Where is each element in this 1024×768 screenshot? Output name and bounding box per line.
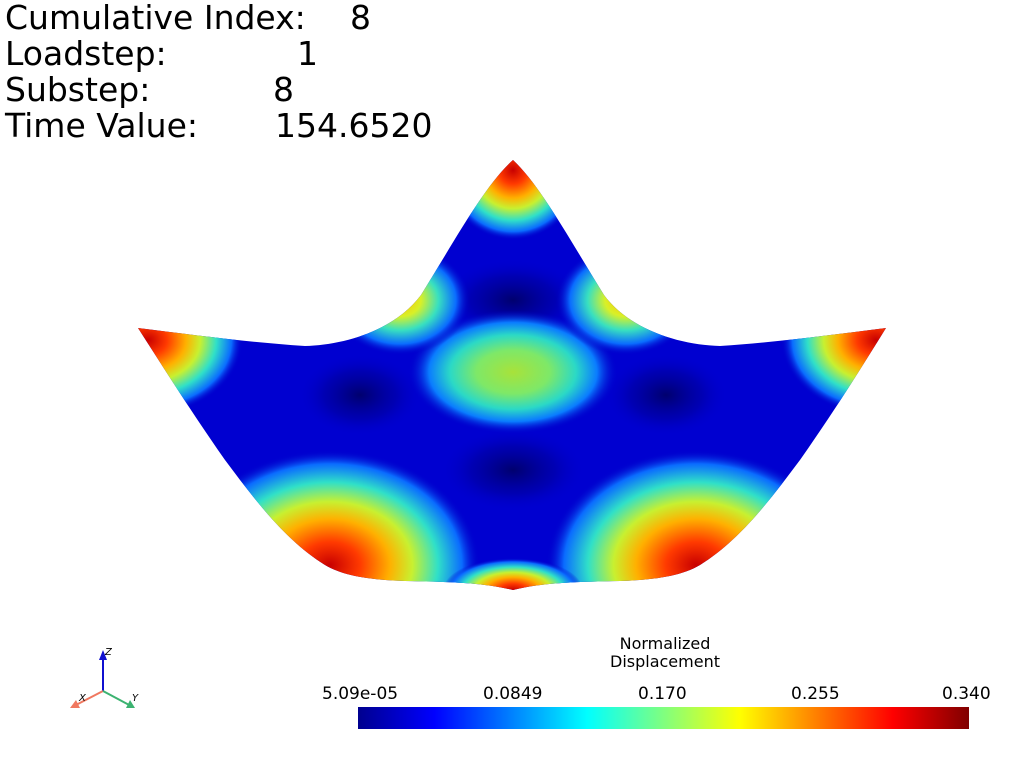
- low-band: [606, 355, 726, 435]
- bottom-center-hotspot: [443, 558, 583, 590]
- top-peak-hotspot: [443, 160, 583, 240]
- cumulative-index-label: Cumulative Index:: [5, 0, 306, 37]
- loadstep-label: Loadstep:: [5, 34, 167, 73]
- colorbar-tick-label: 0.340: [942, 684, 991, 704]
- bottom-left-hotspot: [180, 450, 480, 590]
- z-axis-label: Z: [104, 647, 113, 658]
- y-axis-label: Y: [132, 693, 139, 704]
- substep-label: Substep:: [5, 70, 151, 109]
- low-band: [300, 355, 420, 435]
- z-axis-arrow: [99, 650, 107, 660]
- low-band: [443, 430, 583, 510]
- colorbar-tick-label: 0.0849: [483, 684, 543, 704]
- colorbar: [358, 707, 969, 729]
- center-hotspot: [408, 310, 618, 434]
- right-corner-hotspot: [781, 265, 886, 415]
- colorbar-tick-label: 0.255: [791, 684, 840, 704]
- cumulative-index-value: 8: [350, 0, 371, 37]
- time-value-value: 154.6520: [275, 106, 433, 145]
- x-axis-label: X: [78, 693, 87, 704]
- displacement-surface: [138, 160, 886, 590]
- left-corner-hotspot: [138, 265, 243, 415]
- x-axis-line: [73, 690, 104, 707]
- orientation-axes-widget: Z X Y: [70, 647, 139, 708]
- x-axis-arrow: [70, 700, 80, 708]
- top-right-hotspot: [556, 245, 696, 355]
- colorbar-title-line2: Displacement: [610, 652, 720, 671]
- loadstep-value: 1: [297, 34, 318, 73]
- colorbar-tick-label: 0.170: [638, 684, 687, 704]
- colorbar-title-line1: Normalized: [619, 634, 711, 653]
- time-value-label: Time Value:: [5, 106, 198, 145]
- y-axis-arrow: [126, 700, 135, 708]
- y-axis-line: [102, 690, 132, 707]
- substep-value: 8: [273, 70, 294, 109]
- colorbar-tick-label: 5.09e-05: [322, 684, 399, 704]
- top-left-hotspot: [330, 245, 470, 355]
